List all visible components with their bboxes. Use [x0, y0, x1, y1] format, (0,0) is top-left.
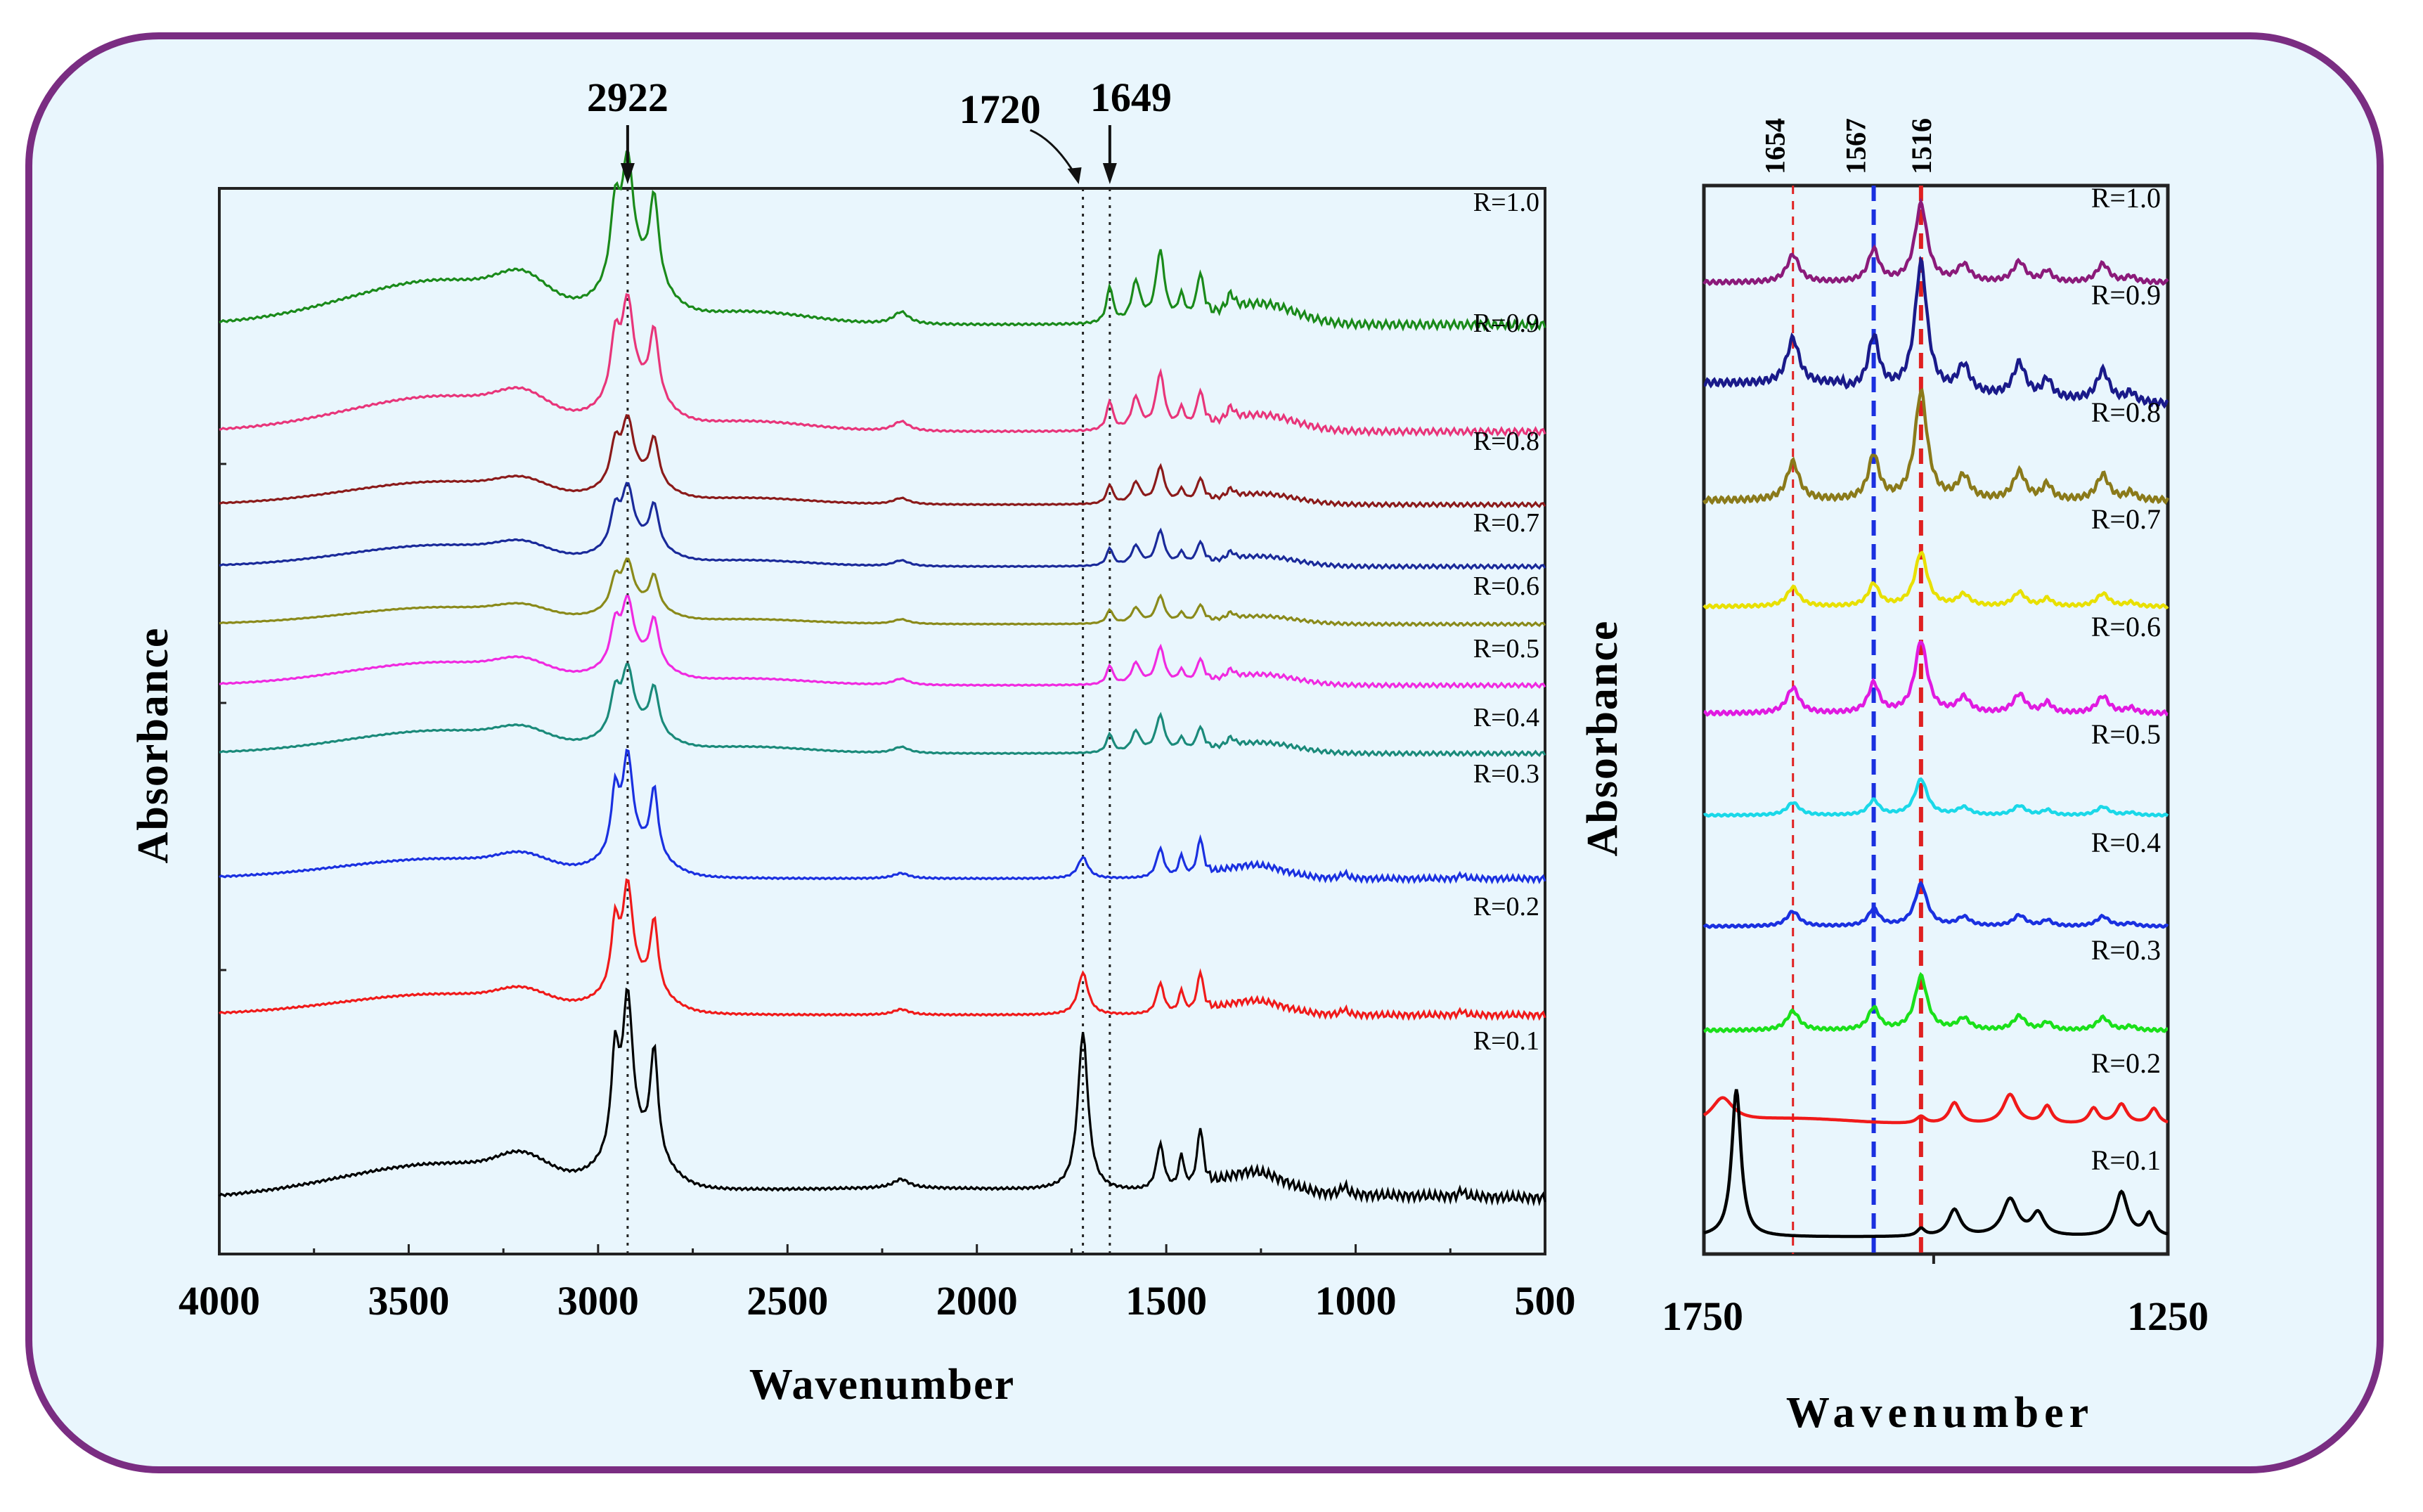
- left-series-line-r-0-9: [219, 293, 1546, 437]
- right-series-line-r-0-6: [1703, 640, 2169, 717]
- right-series-label-r-1-0: R=1.0: [2091, 182, 2161, 214]
- left-series-line-r-0-6: [219, 557, 1546, 628]
- left-series-label-r-0-6: R=0.6: [1473, 571, 1539, 601]
- right-series-label-r-0-3: R=0.3: [2091, 934, 2161, 966]
- right-series-line-r-0-3: [1703, 971, 2168, 1033]
- left-series-label-r-0-5: R=0.5: [1473, 634, 1539, 664]
- left-series-line-r-1-0: [219, 150, 1546, 332]
- left-series-label-r-0-4: R=0.4: [1473, 703, 1539, 732]
- left-series-label-r-0-7: R=0.7: [1473, 508, 1539, 538]
- left-series-line-r-0-5: [219, 595, 1546, 690]
- left-x-tick-label: 4000: [179, 1278, 260, 1324]
- left-x-tick-label: 2500: [747, 1278, 828, 1324]
- right-series-label-r-0-5: R=0.5: [2091, 718, 2161, 750]
- left-arrowhead-1649: [1102, 163, 1117, 184]
- right-series-label-r-0-8: R=0.8: [2091, 396, 2161, 428]
- right-series-label-r-0-7: R=0.7: [2091, 503, 2161, 535]
- left-annotation-1720: 1720: [959, 86, 1041, 132]
- left-y-axis-title: Absorbance: [129, 627, 177, 864]
- figure-frame: [25, 32, 2384, 1473]
- right-y-axis-title: Absorbance: [1579, 620, 1627, 857]
- right-series-label-r-0-9: R=0.9: [2091, 279, 2161, 311]
- left-series-line-r-0-4: [219, 663, 1546, 758]
- right-series-line-r-1-0: [1702, 198, 2169, 286]
- left-annotation-2922: 2922: [587, 75, 668, 120]
- right-annotation-1654: 1654: [1759, 118, 1791, 174]
- left-panel: R=1.0 R=0.9 R=0.8 R=0.7 R=0.6 R=0.5 R=0.4 R=0.3…: [129, 75, 1576, 1409]
- right-x-tick-label: 1750: [1662, 1293, 1743, 1339]
- right-series-line-r-0-5: [1702, 777, 2169, 818]
- left-arrowhead-2922: [620, 163, 635, 184]
- right-panel: R=1.0 R=0.9 R=0.8 R=0.7 R=0.6 R=0.5 R=0.4 R=0.3…: [1579, 118, 2209, 1437]
- right-series-label-r-0-4: R=0.4: [2091, 827, 2161, 858]
- left-series-line-r-0-8: [219, 414, 1546, 509]
- right-series-line-r-0-9: [1703, 255, 2169, 409]
- right-series-line-r-0-7: [1702, 550, 2169, 609]
- left-series-line-r-0-2: [219, 878, 1546, 1021]
- right-x-tick-label: 1250: [2127, 1293, 2209, 1339]
- left-plot-frame: [218, 187, 1546, 1255]
- right-series-line-r-0-4: [1702, 880, 2169, 929]
- right-series-line-r-0-8: [1702, 387, 2170, 505]
- right-series-label-r-0-2: R=0.2: [2091, 1047, 2161, 1079]
- right-annotation-1567: 1567: [1840, 118, 1872, 174]
- left-x-tick-label: 3000: [557, 1278, 639, 1324]
- right-annotation-1516: 1516: [1906, 118, 1937, 174]
- left-annotation-1649: 1649: [1090, 75, 1172, 120]
- left-x-tick-label: 2000: [936, 1278, 1018, 1324]
- right-series-label-r-0-1: R=0.1: [2091, 1144, 2161, 1176]
- left-series-label-r-0-9: R=0.9: [1473, 309, 1539, 338]
- left-series-label-r-1-0: R=1.0: [1473, 188, 1539, 217]
- left-series-label-r-0-8: R=0.8: [1473, 427, 1539, 456]
- right-series-label-r-0-6: R=0.6: [2091, 611, 2161, 642]
- left-x-axis-title: Wavenumber: [749, 1361, 1015, 1409]
- left-series-line-r-0-3: [219, 749, 1546, 885]
- left-x-tick-label: 1000: [1315, 1278, 1397, 1324]
- left-x-tick-label: 1500: [1125, 1278, 1207, 1324]
- left-series-line-r-0-1: [218, 987, 1546, 1207]
- right-series-line-r-0-2: [1702, 1092, 2169, 1125]
- left-series-label-r-0-1: R=0.1: [1473, 1026, 1539, 1056]
- left-series-line-r-0-7: [219, 482, 1546, 571]
- left-x-tick-label: 3500: [368, 1278, 449, 1324]
- left-series-label-r-0-3: R=0.3: [1473, 759, 1539, 789]
- right-series-line-r-0-1: [1703, 1089, 2169, 1239]
- left-arrowhead-1720: [1067, 167, 1082, 184]
- left-x-tick-label: 500: [1515, 1278, 1576, 1324]
- left-series-label-r-0-2: R=0.2: [1473, 892, 1539, 922]
- right-x-axis-title: Wavenumber: [1786, 1389, 2094, 1437]
- right-plot-frame: [1702, 183, 2170, 1256]
